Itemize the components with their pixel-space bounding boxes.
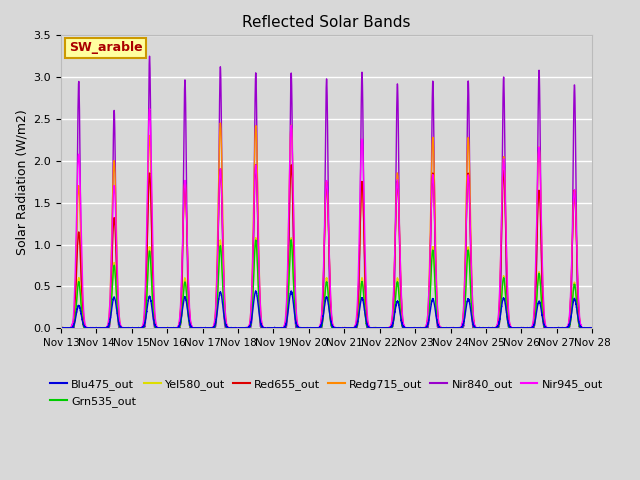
Nir840_out: [146, 53, 154, 59]
Red655_out: [445, 325, 453, 331]
Y-axis label: Solar Radiation (W/m2): Solar Radiation (W/m2): [15, 109, 28, 255]
Yel580_out: [308, 325, 316, 331]
Blu475_out: [461, 316, 468, 322]
Line: Nir945_out: Nir945_out: [61, 109, 592, 328]
Line: Blu475_out: Blu475_out: [61, 291, 592, 328]
Redg715_out: [237, 325, 245, 331]
Red655_out: [566, 311, 574, 317]
Blu475_out: [252, 288, 260, 294]
Nir945_out: [58, 325, 65, 331]
Line: Red655_out: Red655_out: [61, 165, 592, 328]
Nir840_out: [57, 325, 65, 331]
Nir945_out: [308, 325, 316, 331]
Nir840_out: [559, 325, 567, 331]
Red655_out: [559, 325, 567, 331]
Nir945_out: [588, 325, 596, 331]
Grn535_out: [588, 325, 596, 331]
Grn535_out: [460, 314, 468, 320]
Nir840_out: [460, 318, 468, 324]
Nir945_out: [57, 325, 65, 331]
Legend: Blu475_out, Grn535_out, Yel580_out, Red655_out, Redg715_out, Nir840_out, Nir945_: Blu475_out, Grn535_out, Yel580_out, Red6…: [45, 375, 607, 411]
Nir945_out: [566, 305, 574, 311]
Red655_out: [588, 325, 596, 331]
Blu475_out: [445, 325, 453, 331]
Yel580_out: [461, 311, 468, 317]
Redg715_out: [216, 120, 224, 126]
Red655_out: [58, 325, 65, 331]
Blu475_out: [237, 325, 245, 331]
Nir840_out: [237, 325, 245, 331]
Redg715_out: [588, 325, 596, 331]
Text: SW_arable: SW_arable: [69, 41, 143, 54]
Nir840_out: [566, 323, 573, 329]
Nir945_out: [559, 325, 567, 331]
Blu475_out: [566, 320, 574, 325]
Nir840_out: [588, 325, 596, 331]
Nir840_out: [445, 325, 453, 331]
Redg715_out: [445, 325, 453, 331]
Yel580_out: [287, 235, 295, 240]
Grn535_out: [445, 325, 453, 331]
Blu475_out: [308, 325, 316, 331]
Red655_out: [237, 325, 245, 331]
Line: Redg715_out: Redg715_out: [61, 123, 592, 328]
Grn535_out: [566, 322, 573, 328]
Red655_out: [57, 325, 65, 331]
Red655_out: [461, 296, 468, 301]
Line: Yel580_out: Yel580_out: [61, 238, 592, 328]
Nir840_out: [308, 325, 316, 331]
Blu475_out: [57, 325, 65, 331]
Yel580_out: [57, 325, 65, 331]
Yel580_out: [58, 325, 65, 331]
Redg715_out: [460, 288, 468, 293]
Yel580_out: [237, 325, 245, 331]
Line: Nir840_out: Nir840_out: [61, 56, 592, 328]
Redg715_out: [566, 310, 573, 316]
Red655_out: [308, 325, 316, 331]
Nir945_out: [445, 325, 453, 331]
Grn535_out: [57, 325, 65, 331]
Red655_out: [287, 162, 295, 168]
Grn535_out: [237, 325, 245, 331]
Nir945_out: [461, 287, 468, 293]
Redg715_out: [559, 325, 567, 331]
Yel580_out: [588, 325, 596, 331]
Yel580_out: [559, 325, 567, 331]
Blu475_out: [588, 325, 596, 331]
Blu475_out: [57, 325, 65, 331]
Redg715_out: [57, 325, 65, 331]
Yel580_out: [566, 321, 574, 327]
Grn535_out: [308, 325, 316, 331]
Grn535_out: [559, 325, 567, 331]
Title: Reflected Solar Bands: Reflected Solar Bands: [243, 15, 411, 30]
Nir945_out: [238, 325, 246, 331]
Grn535_out: [287, 237, 295, 243]
Yel580_out: [445, 325, 453, 331]
Blu475_out: [559, 325, 567, 331]
Redg715_out: [308, 325, 316, 331]
Line: Grn535_out: Grn535_out: [61, 240, 592, 328]
Nir945_out: [146, 106, 154, 112]
